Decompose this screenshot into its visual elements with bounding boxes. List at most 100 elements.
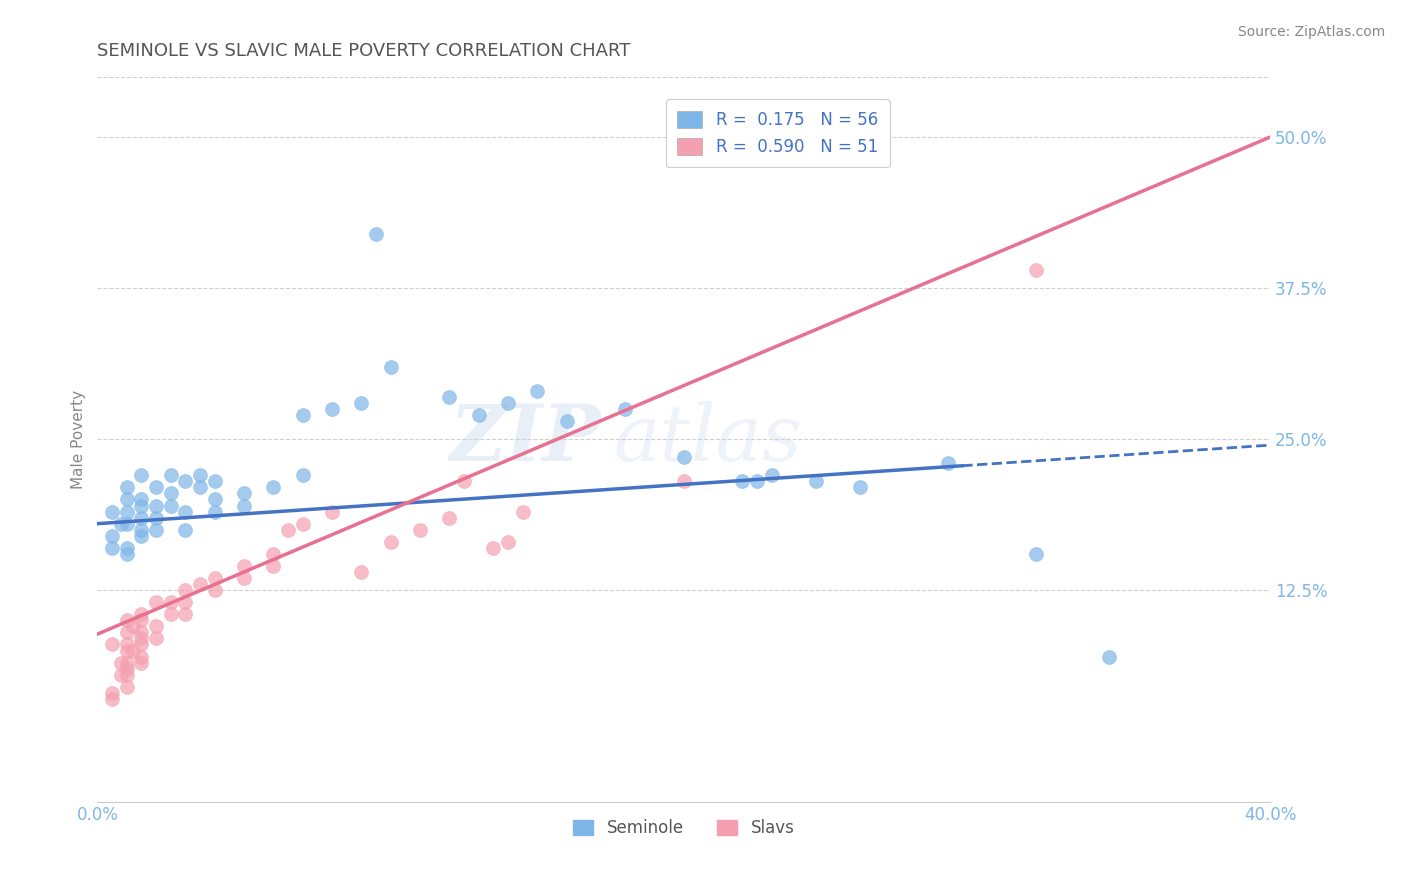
- Point: [115, 638, 138, 652]
- Legend: Seminole, Slavs: Seminole, Slavs: [567, 813, 801, 844]
- Point: [115, 613, 138, 627]
- Point: [321, 505, 343, 519]
- Point: [321, 401, 343, 416]
- Point: [482, 541, 505, 555]
- Point: [204, 583, 226, 598]
- Point: [115, 541, 138, 555]
- Point: [409, 523, 432, 537]
- Point: [131, 632, 153, 646]
- Point: [174, 475, 197, 489]
- Point: [159, 607, 181, 622]
- Point: [131, 649, 153, 664]
- Point: [262, 558, 284, 573]
- Point: [115, 656, 138, 670]
- Point: [350, 396, 373, 410]
- Point: [233, 499, 256, 513]
- Point: [145, 480, 167, 494]
- Text: atlas: atlas: [613, 401, 803, 477]
- Point: [188, 577, 211, 591]
- Point: [731, 475, 754, 489]
- Point: [159, 595, 181, 609]
- Point: [453, 475, 475, 489]
- Point: [1098, 649, 1121, 664]
- Y-axis label: Male Poverty: Male Poverty: [72, 390, 86, 489]
- Point: [131, 638, 153, 652]
- Point: [110, 656, 132, 670]
- Point: [174, 607, 197, 622]
- Point: [380, 534, 402, 549]
- Point: [131, 510, 153, 524]
- Point: [131, 613, 153, 627]
- Point: [131, 607, 153, 622]
- Point: [233, 558, 256, 573]
- Point: [672, 475, 695, 489]
- Text: Source: ZipAtlas.com: Source: ZipAtlas.com: [1237, 25, 1385, 39]
- Point: [262, 547, 284, 561]
- Point: [131, 529, 153, 543]
- Point: [291, 408, 314, 422]
- Point: [115, 625, 138, 640]
- Point: [115, 680, 138, 694]
- Point: [204, 505, 226, 519]
- Point: [131, 656, 153, 670]
- Point: [115, 662, 138, 676]
- Point: [131, 523, 153, 537]
- Point: [121, 619, 143, 633]
- Point: [291, 468, 314, 483]
- Point: [496, 396, 519, 410]
- Point: [115, 492, 138, 507]
- Point: [145, 632, 167, 646]
- Point: [526, 384, 548, 398]
- Point: [115, 480, 138, 494]
- Text: ZIP: ZIP: [450, 401, 602, 477]
- Point: [364, 227, 387, 241]
- Point: [174, 505, 197, 519]
- Point: [131, 625, 153, 640]
- Point: [848, 480, 870, 494]
- Point: [672, 450, 695, 465]
- Point: [159, 468, 181, 483]
- Point: [145, 499, 167, 513]
- Point: [115, 505, 138, 519]
- Point: [496, 534, 519, 549]
- Point: [467, 408, 489, 422]
- Point: [145, 619, 167, 633]
- Point: [1025, 263, 1047, 277]
- Point: [233, 486, 256, 500]
- Point: [115, 547, 138, 561]
- Point: [277, 523, 299, 537]
- Point: [204, 475, 226, 489]
- Point: [131, 492, 153, 507]
- Point: [745, 475, 768, 489]
- Point: [936, 456, 959, 470]
- Point: [159, 499, 181, 513]
- Point: [439, 390, 461, 404]
- Point: [101, 638, 124, 652]
- Point: [804, 475, 827, 489]
- Point: [174, 583, 197, 598]
- Point: [188, 480, 211, 494]
- Point: [174, 523, 197, 537]
- Point: [614, 401, 637, 416]
- Point: [101, 691, 124, 706]
- Point: [380, 359, 402, 374]
- Point: [291, 516, 314, 531]
- Point: [145, 510, 167, 524]
- Point: [1025, 547, 1047, 561]
- Point: [512, 505, 534, 519]
- Point: [204, 571, 226, 585]
- Point: [761, 468, 783, 483]
- Point: [101, 505, 124, 519]
- Point: [131, 499, 153, 513]
- Point: [188, 468, 211, 483]
- Point: [131, 468, 153, 483]
- Point: [115, 667, 138, 681]
- Point: [262, 480, 284, 494]
- Point: [555, 414, 578, 428]
- Point: [159, 486, 181, 500]
- Point: [101, 529, 124, 543]
- Point: [145, 523, 167, 537]
- Point: [101, 541, 124, 555]
- Point: [204, 492, 226, 507]
- Point: [110, 667, 132, 681]
